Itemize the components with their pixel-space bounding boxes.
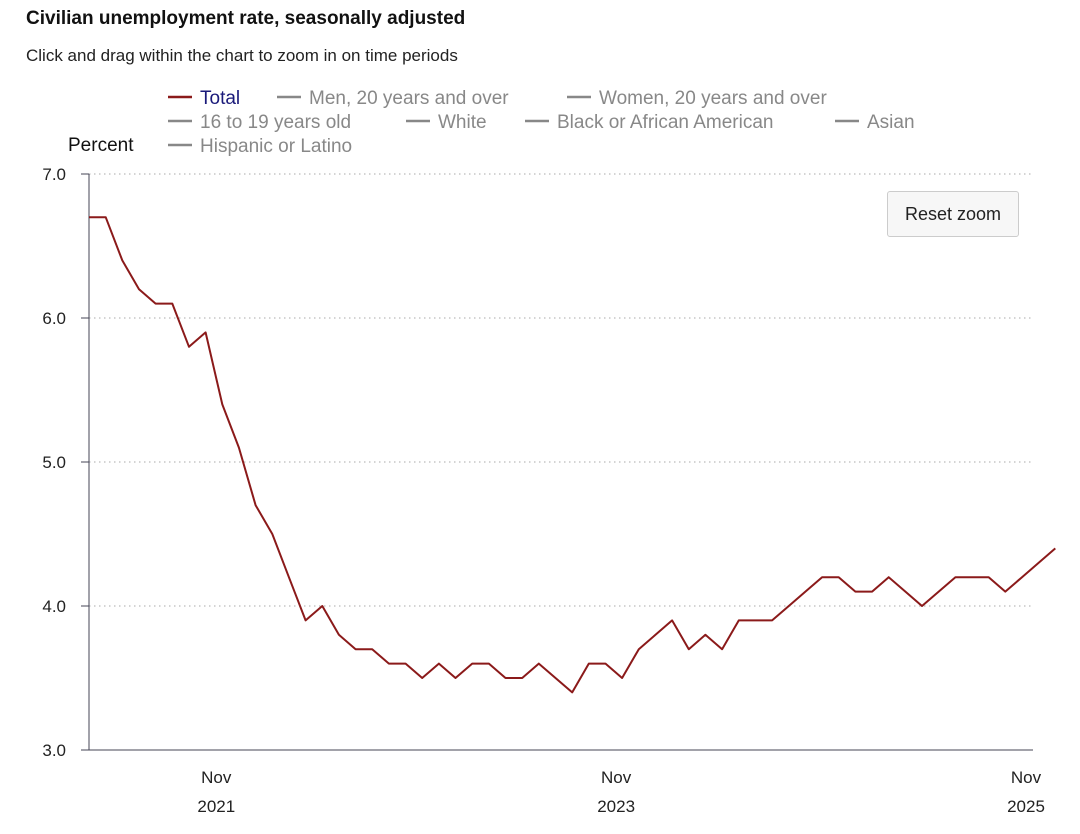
legend-item-men[interactable]: Men, 20 years and over [277, 88, 509, 109]
series-group [89, 216, 1056, 694]
x-tick-year-label: 2021 [197, 797, 235, 816]
legend-item-asian[interactable]: Asian [835, 112, 915, 133]
legend-item-teens[interactable]: 16 to 19 years old [168, 112, 351, 133]
chart-title: Civilian unemployment rate, seasonally a… [26, 8, 466, 29]
chart-subtitle: Click and drag within the chart to zoom … [26, 46, 458, 65]
legend-label-teens: 16 to 19 years old [200, 112, 351, 133]
y-tick-label: 4.0 [42, 597, 66, 616]
y-tick-label: 7.0 [42, 165, 66, 184]
x-tick-year-label: 2023 [597, 797, 635, 816]
y-axis-label: Percent [68, 135, 134, 156]
legend-item-total[interactable]: Total [168, 88, 240, 109]
y-tick-label: 3.0 [42, 741, 66, 760]
legend-label-black: Black or African American [557, 112, 773, 133]
legend-item-white[interactable]: White [406, 112, 487, 133]
x-tick-month-label: Nov [1011, 768, 1042, 787]
y-axis-ticks: 7.0 6.0 5.0 4.0 3.0 [42, 165, 89, 760]
x-tick-month-label: Nov [601, 768, 632, 787]
legend-label-men: Men, 20 years and over [309, 88, 509, 109]
y-tick-label: 6.0 [42, 309, 66, 328]
legend: Total Men, 20 years and over Women, 20 y… [168, 88, 915, 157]
legend-label-hispanic: Hispanic or Latino [200, 136, 352, 157]
series-line-total[interactable] [89, 216, 1056, 694]
legend-label-white: White [438, 112, 487, 133]
legend-label-women: Women, 20 years and over [599, 88, 827, 109]
x-tick-year-label: 2025 [1007, 797, 1045, 816]
reset-zoom-button[interactable]: Reset zoom [887, 191, 1019, 237]
legend-label-asian: Asian [867, 112, 915, 133]
legend-item-women[interactable]: Women, 20 years and over [567, 88, 827, 109]
gridlines [89, 173, 1033, 607]
y-tick-label: 5.0 [42, 453, 66, 472]
legend-label-total: Total [200, 88, 240, 109]
x-tick-month-label: Nov [201, 768, 232, 787]
legend-item-hispanic[interactable]: Hispanic or Latino [168, 136, 352, 157]
x-axis-ticks: Nov 2021 Nov 2023 Nov 2025 [197, 768, 1045, 816]
axes [88, 174, 1033, 751]
legend-item-black[interactable]: Black or African American [525, 112, 773, 133]
